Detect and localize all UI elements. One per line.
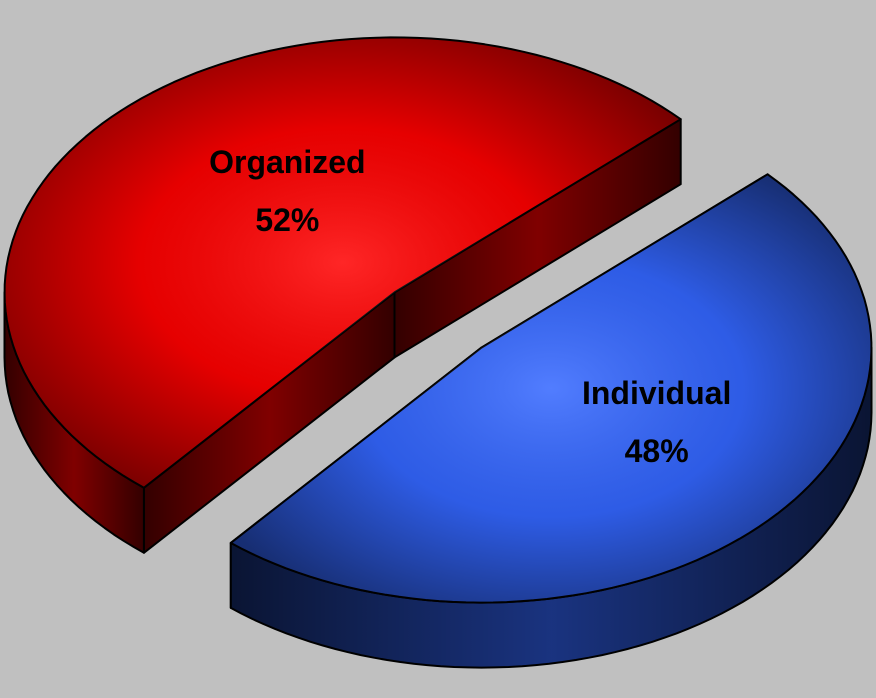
slice-top-shade — [230, 174, 872, 603]
slice-cut-face-shade — [143, 292, 395, 553]
slice-wall-shade — [4, 292, 144, 553]
slice-value-label: 52% — [255, 202, 319, 238]
slice-wall-shade — [230, 347, 872, 668]
slice-label: Organized — [209, 144, 365, 180]
slice-top-shade — [4, 37, 681, 488]
slice-label: Individual — [582, 375, 731, 411]
slice-value-label: 48% — [625, 433, 689, 469]
slice-cut-face-shade — [394, 119, 681, 358]
